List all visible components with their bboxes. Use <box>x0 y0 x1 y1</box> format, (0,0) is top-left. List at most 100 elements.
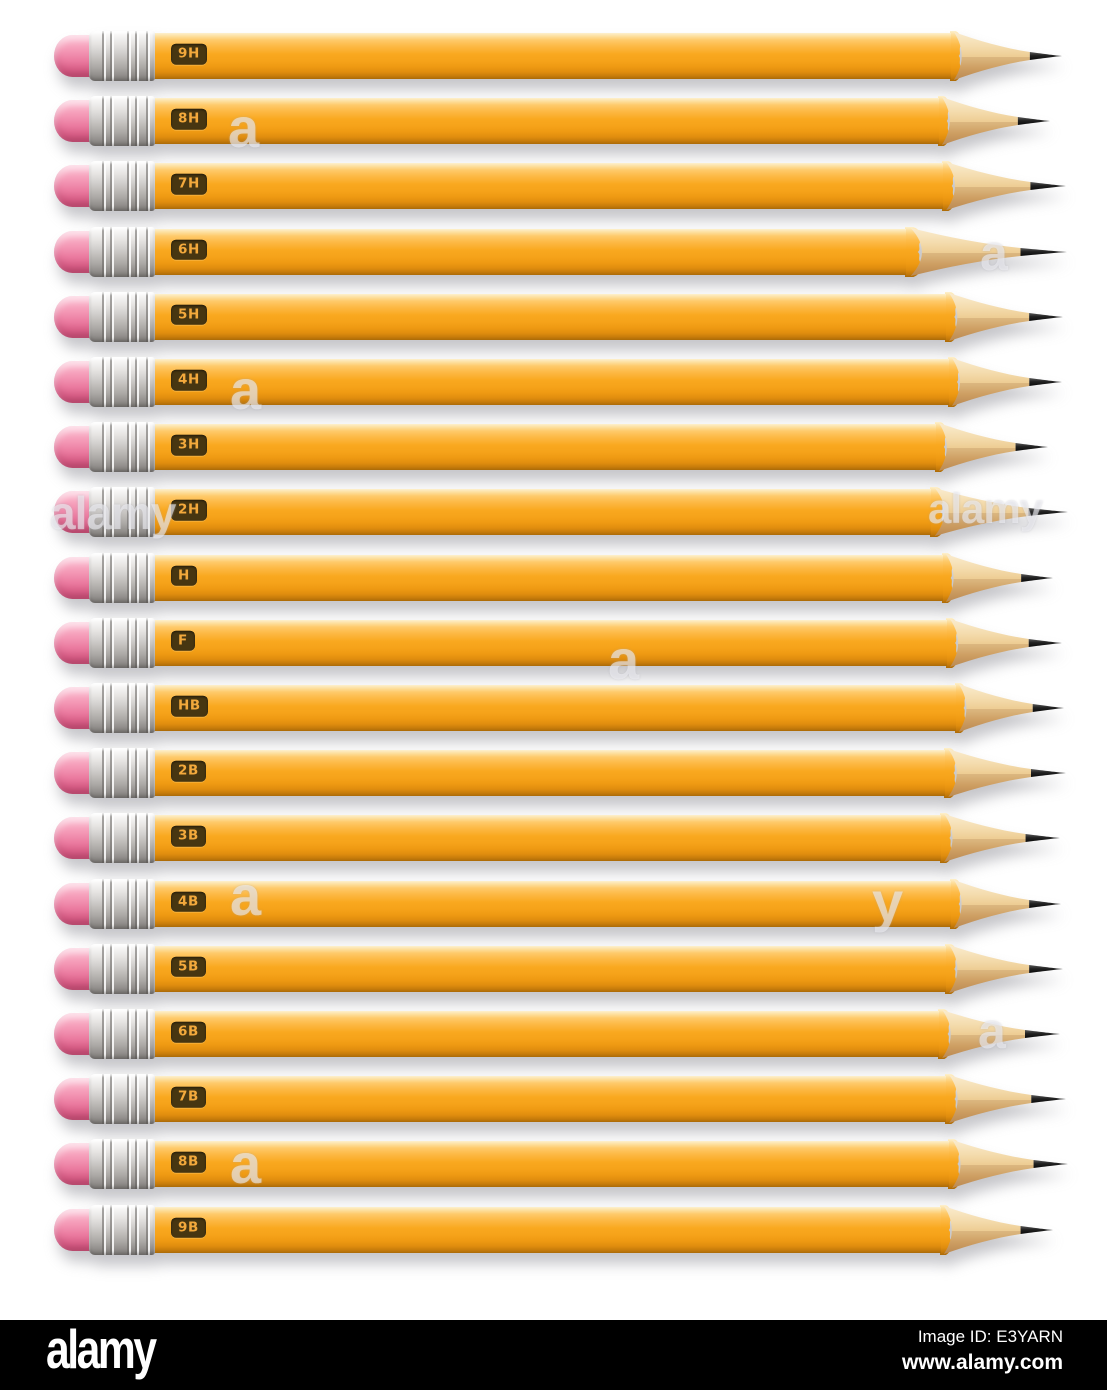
pencil-tip <box>945 943 1063 994</box>
pencil-body: 3H <box>153 424 936 471</box>
pencil-tip <box>950 31 1062 81</box>
pencil-row: F <box>54 617 1062 668</box>
grade-badge: 7B <box>171 1086 206 1108</box>
pencil-ferrule <box>89 617 155 668</box>
pencil-tip <box>935 422 1048 473</box>
pencil-tip <box>938 1009 1060 1059</box>
pencil-body: 7H <box>153 163 943 210</box>
pencil-ferrule <box>89 1204 155 1255</box>
grade-badge: 6H <box>171 239 207 260</box>
pencil-tip <box>940 1204 1053 1255</box>
pencil-ferrule <box>89 748 155 799</box>
pencil-row: 2B <box>54 748 1066 799</box>
grade-badge: F <box>171 630 195 651</box>
watermark-bar: alamy Image ID: E3YARN www.alamy.com <box>0 1320 1107 1390</box>
pencil-row: 8H <box>54 96 1050 147</box>
pencil-tip <box>948 357 1062 407</box>
pencil-row: 7B <box>54 1074 1066 1125</box>
grade-badge: HB <box>171 695 208 717</box>
grade-badge: 5H <box>171 304 207 325</box>
grade-badge: 9B <box>171 1217 206 1238</box>
pencil-body: 8B <box>153 1141 949 1188</box>
pencil-body: 8H <box>153 98 939 145</box>
pencil-row: 3B <box>54 813 1060 864</box>
pencil-ferrule <box>89 487 155 538</box>
pencil-row: 6B <box>54 1009 1060 1059</box>
image-id-text: Image ID: E3YARN <box>917 1327 1063 1346</box>
grade-badge: 5B <box>171 956 206 977</box>
pencil-body: 4B <box>153 880 951 927</box>
grade-badge: 2H <box>171 500 207 521</box>
pencil-row: 5H <box>54 291 1063 342</box>
pencil-body: 7B <box>153 1076 946 1123</box>
pencil-row: 3H <box>54 422 1048 473</box>
pencil-ferrule <box>89 1009 155 1059</box>
pencil-row: 8B <box>54 1139 1068 1190</box>
grade-badge: 6B <box>171 1021 206 1043</box>
grade-badge: 7H <box>171 174 207 195</box>
pencil-body: 4H <box>153 359 949 405</box>
pencil-ferrule <box>89 1139 155 1190</box>
alamy-logo: alamy <box>46 1319 157 1381</box>
pencil-body: F <box>153 619 947 666</box>
pencil-body: 9B <box>153 1206 941 1253</box>
pencil-row: 6H <box>54 226 1067 277</box>
pencil-ferrule <box>89 161 155 212</box>
grade-badge: 3B <box>171 826 206 847</box>
pencil-row: HB <box>54 683 1064 733</box>
pencil-row: 4B <box>54 878 1061 929</box>
grade-badge: 2B <box>171 760 206 782</box>
pencil-body: H <box>153 554 943 601</box>
pencil-tip <box>942 552 1053 603</box>
pencil-body: 3B <box>153 815 941 862</box>
pencil-ferrule <box>89 878 155 929</box>
pencil-ferrule <box>89 357 155 407</box>
pencil-ferrule <box>89 226 155 277</box>
grade-badge: H <box>171 565 197 586</box>
pencil-tip <box>905 226 1067 277</box>
pencil-tip <box>944 748 1066 799</box>
grade-badge: 3H <box>171 434 207 456</box>
grade-badge: 8H <box>171 108 207 130</box>
pencil-body: 5H <box>153 293 946 340</box>
pencil-ferrule <box>89 552 155 603</box>
pencil-body: 6B <box>153 1011 939 1057</box>
pencil-tip <box>942 161 1066 212</box>
pencil-ferrule <box>89 422 155 473</box>
pencil-body: 2H <box>153 489 931 536</box>
pencil-set-photo: 9H 8H 7H <box>50 31 1068 1255</box>
pencil-row: 7H <box>54 161 1066 212</box>
pencil-tip <box>955 683 1064 733</box>
pencil-ferrule <box>89 31 155 81</box>
pencil-ferrule <box>89 813 155 864</box>
pencil-tip <box>950 878 1061 929</box>
pencil-body: 9H <box>153 33 951 79</box>
pencil-row: 4H <box>54 357 1062 407</box>
pencil-tip <box>945 291 1063 342</box>
grade-badge: 4B <box>171 891 206 912</box>
grade-badge: 9H <box>171 43 207 65</box>
pencil-body: 5B <box>153 945 946 992</box>
pencil-ferrule <box>89 291 155 342</box>
pencil-ferrule <box>89 96 155 147</box>
pencil-row: 2H <box>54 487 1068 538</box>
footer-info: Image ID: E3YARN www.alamy.com <box>902 1327 1063 1375</box>
alamy-website-text: www.alamy.com <box>901 1351 1063 1375</box>
pencil-ferrule <box>89 1074 155 1125</box>
pencil-tip <box>940 813 1060 864</box>
pencil-row: 9H <box>54 31 1062 81</box>
pencil-ferrule <box>89 683 155 733</box>
pencil-tip <box>946 617 1062 668</box>
pencil-row: H <box>54 552 1053 603</box>
pencil-tip <box>930 487 1068 538</box>
pencil-row: 9B <box>54 1204 1053 1255</box>
pencil-body: 6H <box>153 228 906 275</box>
pencil-body: 2B <box>153 750 945 797</box>
grade-badge: 4H <box>171 369 207 391</box>
pencil-row: 5B <box>54 943 1063 994</box>
pencil-tip <box>948 1139 1068 1190</box>
pencil-ferrule <box>89 943 155 994</box>
grade-badge: 8B <box>171 1152 206 1173</box>
pencil-body: HB <box>153 685 956 731</box>
